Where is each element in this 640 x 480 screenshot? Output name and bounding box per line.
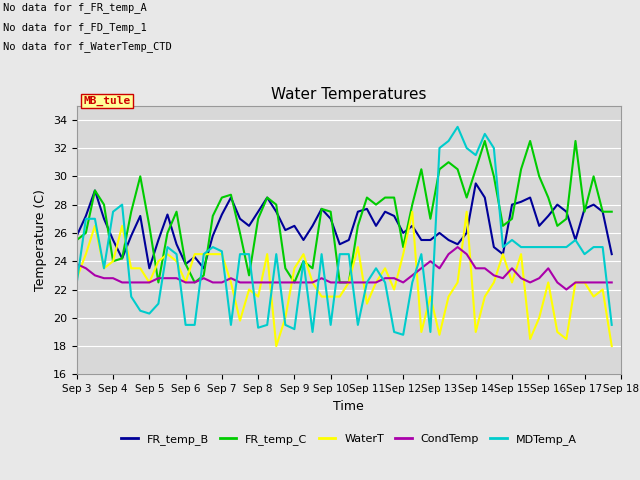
WaterT — [273, 343, 280, 349]
CondTemp — [408, 273, 416, 278]
Text: No data for f_WaterTemp_CTD: No data for f_WaterTemp_CTD — [3, 41, 172, 52]
WaterT — [254, 294, 262, 300]
WaterT — [227, 279, 235, 285]
FR_temp_C — [218, 195, 226, 201]
MDTemp_A — [245, 251, 253, 257]
FR_temp_B — [417, 237, 425, 243]
FR_temp_B — [608, 251, 616, 257]
FR_temp_B — [254, 209, 262, 215]
WaterT — [245, 287, 253, 292]
MDTemp_A — [254, 325, 262, 331]
FR_temp_B — [218, 212, 226, 217]
CondTemp — [73, 261, 81, 267]
Text: MB_tule: MB_tule — [83, 96, 131, 106]
FR_temp_B — [236, 216, 244, 222]
CondTemp — [164, 276, 172, 281]
FR_temp_C — [73, 237, 81, 243]
Text: No data for f_FD_Temp_1: No data for f_FD_Temp_1 — [3, 22, 147, 33]
FR_temp_B — [472, 180, 479, 186]
WaterT — [73, 276, 81, 281]
FR_temp_B — [173, 241, 180, 247]
FR_temp_C — [254, 216, 262, 222]
MDTemp_A — [454, 124, 461, 130]
X-axis label: Time: Time — [333, 400, 364, 413]
Line: FR_temp_C: FR_temp_C — [77, 141, 612, 282]
Text: No data for f_FR_temp_A: No data for f_FR_temp_A — [3, 2, 147, 13]
CondTemp — [245, 279, 253, 285]
MDTemp_A — [399, 332, 407, 337]
WaterT — [426, 294, 434, 300]
MDTemp_A — [73, 279, 81, 285]
Line: CondTemp: CondTemp — [77, 247, 612, 289]
CondTemp — [254, 279, 262, 285]
WaterT — [164, 251, 172, 257]
MDTemp_A — [164, 244, 172, 250]
FR_temp_C — [236, 230, 244, 236]
Legend: FR_temp_B, FR_temp_C, WaterT, CondTemp, MDTemp_A: FR_temp_B, FR_temp_C, WaterT, CondTemp, … — [116, 430, 581, 449]
FR_temp_C — [264, 195, 271, 201]
MDTemp_A — [227, 322, 235, 328]
CondTemp — [227, 276, 235, 281]
WaterT — [608, 343, 616, 349]
Line: FR_temp_B: FR_temp_B — [77, 183, 612, 268]
FR_temp_C — [481, 138, 489, 144]
CondTemp — [608, 279, 616, 285]
FR_temp_B — [145, 265, 153, 271]
Line: MDTemp_A: MDTemp_A — [77, 127, 612, 335]
CondTemp — [563, 287, 570, 292]
WaterT — [209, 251, 216, 257]
Line: WaterT: WaterT — [77, 212, 612, 346]
FR_temp_B — [73, 233, 81, 239]
FR_temp_C — [173, 209, 180, 215]
Y-axis label: Temperature (C): Temperature (C) — [35, 189, 47, 291]
CondTemp — [454, 244, 461, 250]
MDTemp_A — [209, 244, 216, 250]
MDTemp_A — [417, 251, 425, 257]
Title: Water Temperatures: Water Temperatures — [271, 87, 426, 102]
FR_temp_B — [264, 195, 271, 201]
CondTemp — [209, 279, 216, 285]
WaterT — [408, 209, 416, 215]
FR_temp_C — [608, 209, 616, 215]
FR_temp_C — [154, 279, 162, 285]
MDTemp_A — [608, 322, 616, 328]
FR_temp_C — [417, 167, 425, 172]
